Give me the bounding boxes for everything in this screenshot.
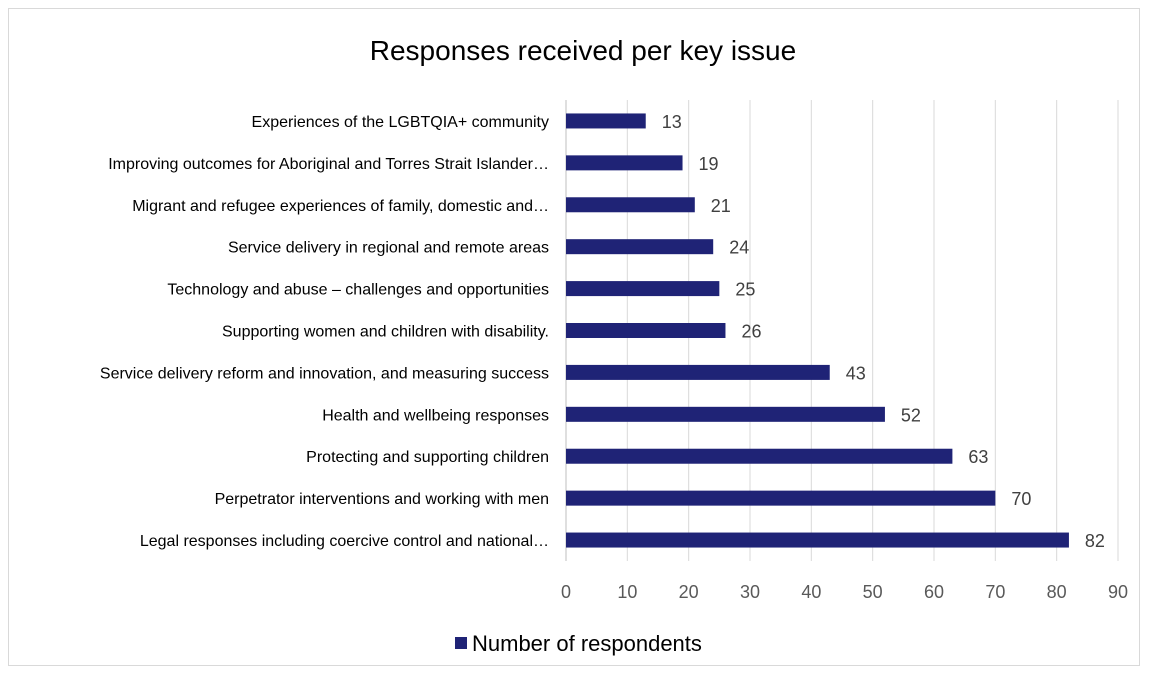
category-label: Protecting and supporting children [306, 449, 549, 466]
chart-frame [8, 8, 1140, 666]
data-label: 52 [901, 405, 921, 425]
bar [566, 239, 714, 255]
data-label: 26 [741, 322, 761, 342]
data-label: 24 [729, 238, 749, 258]
x-tick-label: 20 [679, 582, 699, 602]
category-label: Technology and abuse – challenges and op… [167, 282, 549, 299]
bar [566, 490, 996, 506]
bars [566, 113, 1069, 548]
bar [566, 406, 885, 422]
bar [566, 197, 695, 213]
x-tick-label: 0 [561, 582, 571, 602]
category-label: Improving outcomes for Aboriginal and To… [108, 156, 549, 173]
data-label: 43 [846, 363, 866, 383]
category-label: Experiences of the LGBTQIA+ community [252, 114, 549, 131]
x-tick-label: 10 [617, 582, 637, 602]
x-tick-label: 50 [863, 582, 883, 602]
x-tick-label: 80 [1047, 582, 1067, 602]
x-tick-label: 70 [985, 582, 1005, 602]
x-tick-label: 30 [740, 582, 760, 602]
category-label: Migrant and refugee experiences of famil… [132, 198, 549, 215]
bar [566, 448, 953, 464]
bar [566, 323, 726, 338]
x-tick-label: 90 [1108, 582, 1128, 602]
category-label: Perpetrator interventions and working wi… [215, 491, 549, 508]
data-label: 70 [1011, 489, 1031, 509]
bar [566, 113, 646, 129]
data-label: 13 [662, 112, 682, 132]
category-labels: Experiences of the LGBTQIA+ community Imp… [100, 114, 549, 550]
category-label: Supporting women and children with disab… [222, 324, 549, 341]
chart-title: Responses received per key issue [370, 35, 796, 66]
legend: Number of respondents [455, 631, 702, 656]
bar [566, 281, 720, 297]
legend-label: Number of respondents [472, 631, 702, 656]
bar [566, 532, 1069, 548]
x-axis-ticks: 0 10 20 30 40 50 60 70 80 90 [561, 582, 1128, 602]
category-label: Service delivery reform and innovation, … [100, 365, 549, 382]
data-label: 21 [711, 196, 731, 216]
data-label: 19 [699, 154, 719, 174]
x-tick-label: 60 [924, 582, 944, 602]
data-label: 25 [735, 280, 755, 300]
category-label: Legal responses including coercive contr… [140, 533, 549, 550]
bar [566, 364, 830, 380]
legend-swatch [455, 637, 467, 649]
grid-lines [565, 100, 1119, 561]
x-tick-label: 40 [801, 582, 821, 602]
category-label: Service delivery in regional and remote … [228, 240, 549, 257]
bar [566, 155, 683, 171]
value-labels: 13 19 21 24 25 26 43 52 63 70 82 [662, 112, 1105, 551]
data-label: 82 [1085, 531, 1105, 551]
category-label: Health and wellbeing responses [322, 407, 549, 424]
data-label: 63 [968, 447, 988, 467]
